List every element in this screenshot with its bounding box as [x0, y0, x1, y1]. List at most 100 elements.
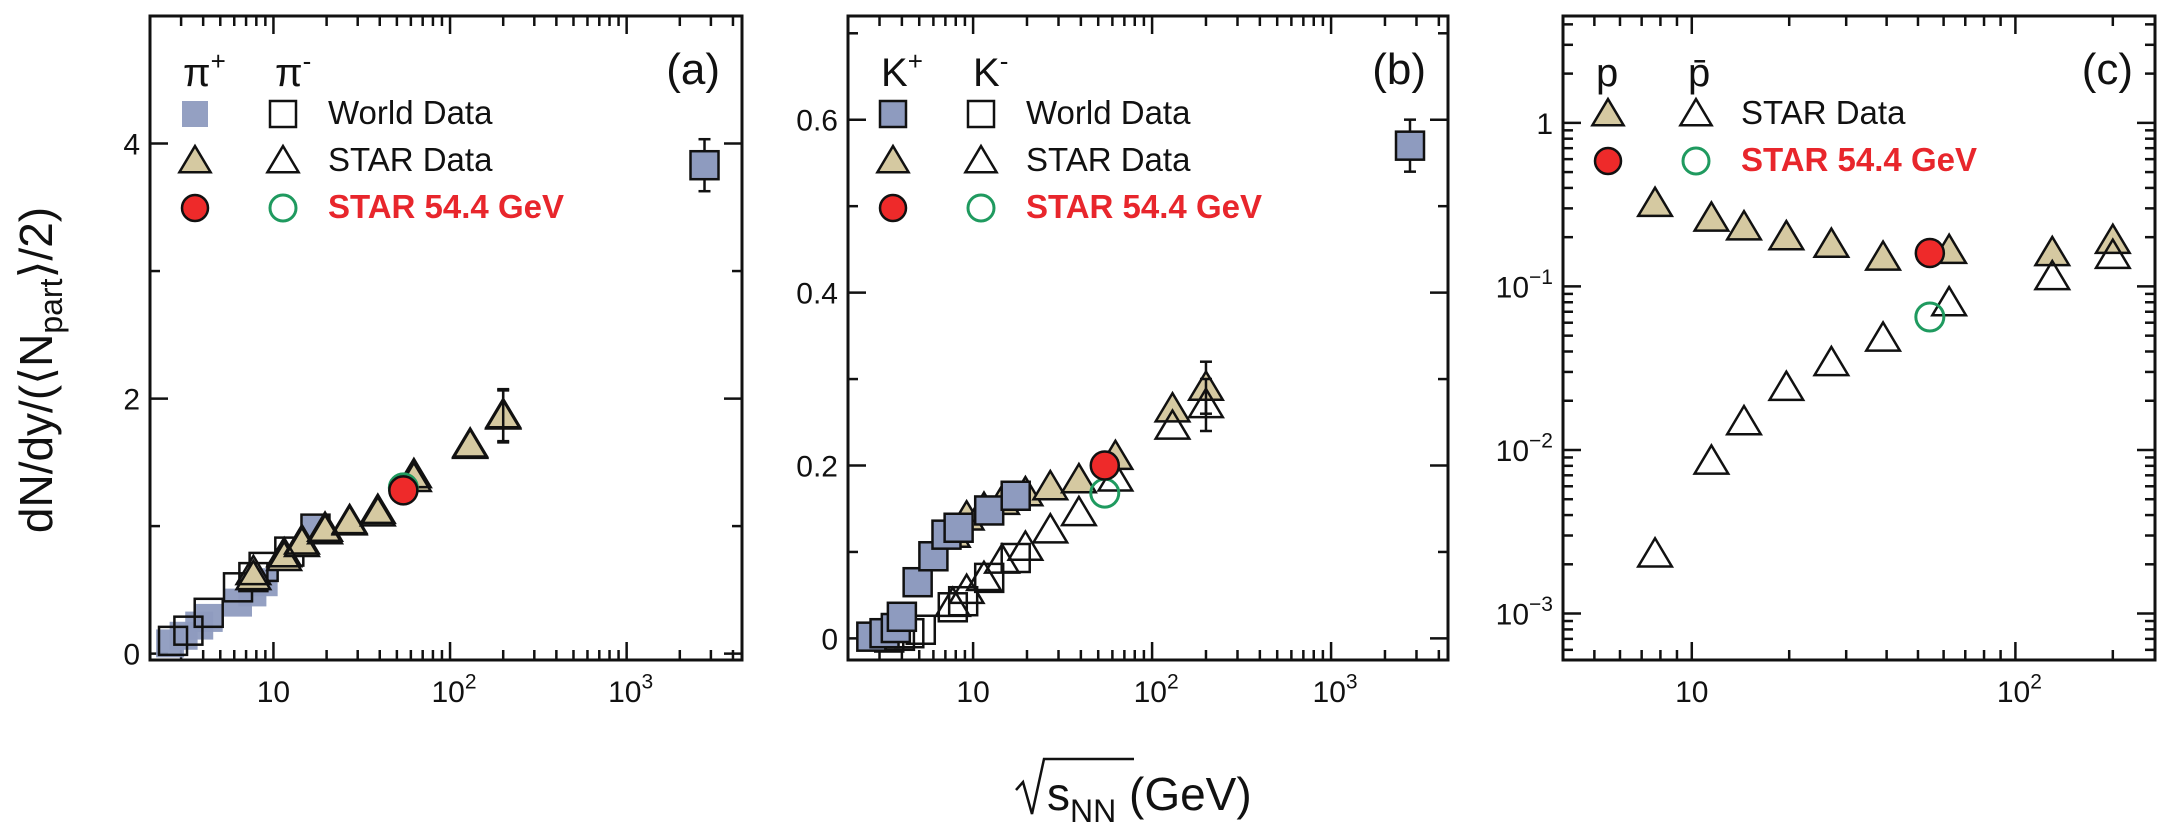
data-point — [1153, 408, 1192, 440]
panel-label: (c) — [2082, 45, 2133, 94]
legend-marker — [1593, 146, 1623, 176]
legend-marker — [1681, 146, 1711, 176]
legend-label: STAR Data — [1741, 94, 1906, 131]
data-point — [943, 512, 974, 543]
plot-frame — [148, 14, 744, 662]
x-tick-label: 103 — [608, 671, 653, 710]
legend-label: STAR 54.4 GeV — [328, 188, 564, 225]
legend-marker — [875, 143, 911, 174]
legend-marker — [268, 193, 298, 223]
y-axis-title: dN/dy/(⟨Npart⟩/2) — [10, 207, 69, 533]
legend-label: World Data — [1026, 94, 1191, 131]
data-point — [330, 502, 369, 535]
data-point — [1059, 461, 1098, 494]
data-point — [1812, 226, 1851, 258]
data-point — [173, 615, 204, 646]
data-point — [886, 601, 918, 633]
legend-label: STAR Data — [328, 141, 493, 178]
panel-c: 10 102 10−3 10−2 10−1 1 (c) p p̄ STAR Data STAR 54… — [1496, 14, 2157, 710]
data-point — [2033, 234, 2072, 267]
data-point — [1394, 130, 1426, 161]
data-point — [973, 495, 1005, 526]
data-point — [1692, 199, 1731, 232]
data-point — [157, 625, 189, 657]
y-tick-label: 0.4 — [796, 278, 838, 311]
data-point — [193, 597, 224, 629]
data-point — [1006, 529, 1045, 561]
legend-marker — [966, 99, 996, 129]
data-point — [1725, 403, 1764, 436]
legend-label: World Data — [328, 94, 493, 131]
svg-text:sNN (GeV): sNN (GeV) — [1047, 768, 1252, 829]
data-point — [1636, 535, 1675, 568]
data-point — [1864, 320, 1903, 352]
data-point — [689, 149, 720, 181]
legend-marker — [180, 193, 210, 223]
legend-marker — [1590, 96, 1626, 127]
data-point — [1767, 218, 1806, 251]
x-tick-label: 10 — [1675, 676, 1708, 709]
y-tick-label: 4 — [123, 129, 140, 162]
data-point — [2093, 237, 2132, 270]
data-point — [1812, 344, 1851, 377]
x-tick-label: 103 — [1313, 671, 1358, 710]
data-point — [358, 494, 397, 527]
data-point — [451, 427, 490, 460]
data-point — [306, 510, 345, 542]
legend: π+ π- World Data STAR Data STAR 54.4 GeV — [177, 46, 564, 225]
legend-marker — [1678, 96, 1714, 127]
data-point — [1153, 390, 1192, 423]
legend-label: STAR 54.4 GeV — [1026, 188, 1262, 225]
data-point — [902, 566, 933, 598]
legend-header: p̄ — [1688, 51, 1710, 95]
y-tick-label: 0.2 — [796, 451, 838, 484]
x-tick-label: 10 — [257, 676, 290, 709]
y-tick-label: 2 — [123, 384, 140, 417]
legend-header: π- — [275, 46, 311, 95]
data-point — [2033, 258, 2072, 291]
legend: p p̄ STAR Data STAR 54.4 GeV — [1590, 51, 1977, 178]
y-tick-label: 10−2 — [1496, 429, 1553, 468]
data-point — [937, 592, 969, 623]
x-tick-label: 102 — [432, 671, 477, 710]
y-tick-label: 10−1 — [1496, 266, 1553, 305]
legend-marker — [177, 143, 213, 174]
legend-marker — [182, 101, 208, 127]
data-points — [856, 118, 1426, 653]
data-point — [1186, 386, 1225, 419]
legend-marker — [268, 99, 298, 129]
legend-marker — [265, 143, 301, 174]
y-tick-label: 0 — [123, 639, 140, 672]
data-points — [1636, 185, 2132, 568]
data-point — [1864, 239, 1903, 271]
data-point — [1914, 301, 1946, 333]
legend-header: K- — [973, 46, 1008, 95]
sqrt-sign — [1015, 757, 1134, 815]
data-point — [1059, 494, 1098, 527]
data-point — [234, 553, 273, 586]
data-point — [1000, 480, 1031, 512]
legend-label: STAR 54.4 GeV — [1741, 141, 1977, 178]
data-point — [306, 512, 345, 545]
data-point — [451, 425, 490, 458]
x-tick-label: 102 — [1997, 671, 2042, 710]
data-point — [1930, 284, 1969, 317]
data-point — [1031, 511, 1070, 544]
legend: K+ K- World Data STAR Data STAR 54.4 GeV — [875, 46, 1262, 225]
data-point — [1636, 185, 1675, 218]
data-point — [1767, 369, 1806, 402]
data-point — [1725, 208, 1764, 241]
data-point — [358, 492, 397, 525]
data-point — [947, 585, 979, 617]
panel-a: 10 102 103 0 2 4 (a) π+ π- World Data STAR Data STA… — [123, 14, 744, 710]
y-tick-label: 0 — [821, 623, 838, 656]
legend-marker — [878, 193, 908, 223]
legend-header: K+ — [881, 46, 923, 95]
x-tick-label: 10 — [956, 676, 989, 709]
plot-frame — [846, 14, 1450, 662]
data-point — [388, 475, 419, 506]
plot-frame — [1561, 14, 2157, 662]
y-tick-label: 0.6 — [796, 105, 838, 138]
